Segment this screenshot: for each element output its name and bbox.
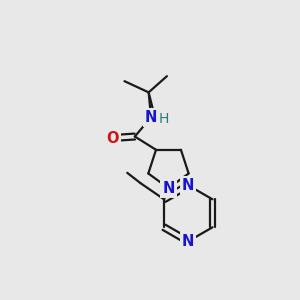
Text: N: N <box>182 178 194 193</box>
Text: N: N <box>145 110 157 125</box>
Text: N: N <box>182 234 194 249</box>
Text: H: H <box>158 112 169 126</box>
Text: O: O <box>106 130 119 146</box>
Text: N: N <box>162 181 175 196</box>
